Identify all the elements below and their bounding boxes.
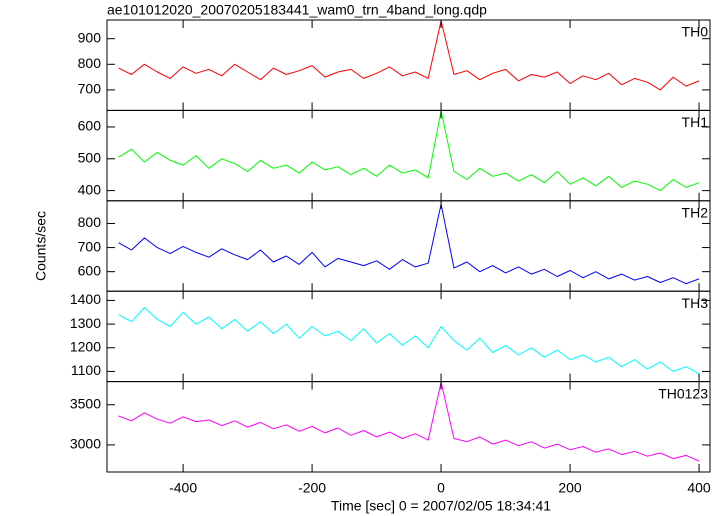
x-axis-label: Time [sec] 0 = 2007/02/05 18:34:41 xyxy=(331,498,551,514)
panel-label: TH1 xyxy=(682,114,709,130)
x-tick-label: 400 xyxy=(687,480,711,496)
panel-frame xyxy=(106,290,711,383)
panel-label: TH0 xyxy=(682,24,709,40)
x-tick-label: 200 xyxy=(558,480,582,496)
x-tick-label: 0 xyxy=(437,480,445,496)
chart-title: ae101012020_20070205183441_wam0_trn_4ban… xyxy=(107,2,487,18)
y-tick-label: 500 xyxy=(78,149,102,165)
x-tick-label: -400 xyxy=(169,480,197,496)
y-tick-label: 1100 xyxy=(71,362,101,378)
series-line xyxy=(118,20,700,91)
panel-label: TH0123 xyxy=(658,385,708,401)
panel-label: TH2 xyxy=(682,205,709,221)
y-axis-label: Counts/sec xyxy=(33,211,49,281)
y-tick-label: 400 xyxy=(78,181,102,197)
y-tick-label: 800 xyxy=(78,214,102,230)
series-line xyxy=(118,307,700,375)
y-tick-label: 600 xyxy=(78,118,102,134)
y-tick-label: 1200 xyxy=(70,338,101,354)
y-tick-label: 900 xyxy=(78,29,102,45)
panel-frame xyxy=(106,381,711,473)
y-tick-label: 1300 xyxy=(70,315,101,331)
y-tick-label: 1400 xyxy=(70,291,101,307)
y-tick-label: 3500 xyxy=(70,395,101,411)
panel-frame xyxy=(106,19,711,111)
series-line xyxy=(118,110,700,192)
y-tick-label: 800 xyxy=(78,55,102,71)
y-tick-label: 700 xyxy=(78,238,102,254)
series-line xyxy=(118,203,700,285)
series-line xyxy=(118,381,700,462)
y-tick-label: 3000 xyxy=(70,436,101,452)
y-tick-label: 700 xyxy=(78,81,102,97)
y-tick-label: 600 xyxy=(78,262,102,278)
x-tick-label: -200 xyxy=(298,480,326,496)
panel-label: TH3 xyxy=(682,295,709,311)
panel-frame xyxy=(106,109,711,202)
panel-frame xyxy=(106,200,711,292)
